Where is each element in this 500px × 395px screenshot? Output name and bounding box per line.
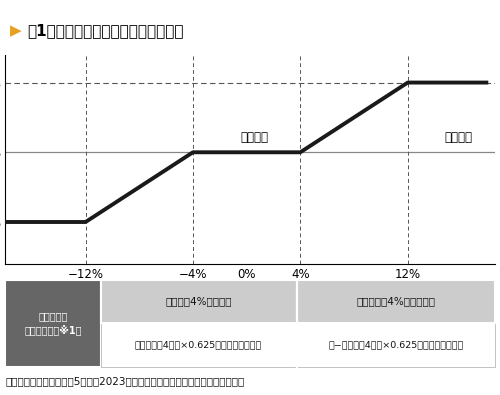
Bar [100,280,296,323]
Text: 増減率が4%超の場合: 増減率が4%超の場合 [166,296,232,307]
Bar [100,323,296,367]
Text: （控除上限）: （控除上限） [0,40,1,51]
Text: 見直し後: 見直し後 [240,131,268,144]
Text: 出典：経済産業省「令和5年度（2023年度）経済産業関係　税制改正について」: 出典：経済産業省「令和5年度（2023年度）経済産業関係 税制改正について」 [5,376,244,386]
Text: ▶: ▶ [10,23,22,38]
Bar [5,280,100,367]
Bar [296,280,495,323]
Text: 増減率が－4%未満の場合: 増減率が－4%未満の場合 [356,296,436,307]
Text: （−増減率－4％）×0.625（上限５％）減算: （−増減率－4％）×0.625（上限５％）減算 [328,340,464,350]
Bar [296,323,495,367]
Text: （増減率－4％）×0.625（上限５％）加算: （増減率－4％）×0.625（上限５％）加算 [135,340,262,350]
Text: 図1　控除上限のインセンティブ強化: 図1 控除上限のインセンティブ強化 [27,23,184,38]
Text: 現行制度: 現行制度 [445,131,473,144]
Text: 控除税額の
上限の特例（※1）: 控除税額の 上限の特例（※1） [24,311,82,335]
